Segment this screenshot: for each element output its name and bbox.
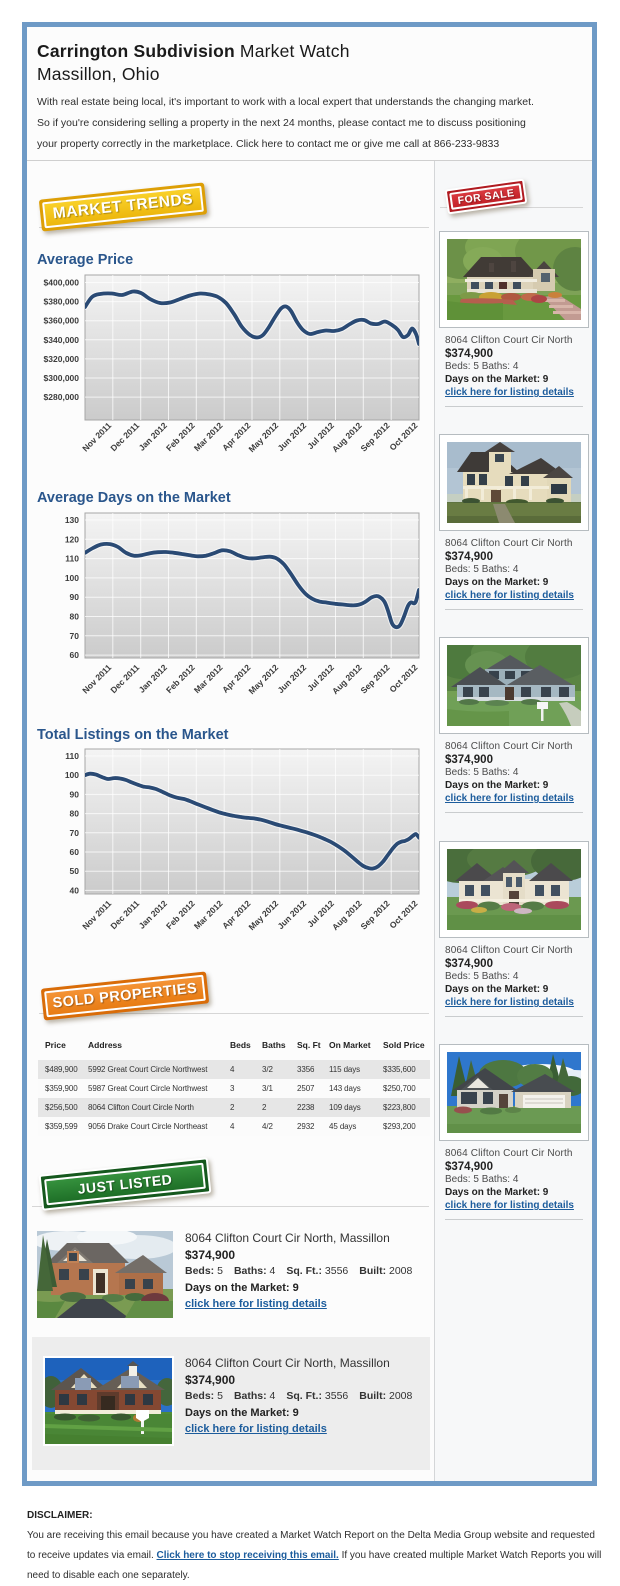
svg-text:Jan 2012: Jan 2012	[137, 898, 170, 931]
svg-text:Mar 2012: Mar 2012	[192, 662, 225, 695]
svg-text:Mar 2012: Mar 2012	[192, 898, 225, 931]
svg-text:Jan 2012: Jan 2012	[137, 420, 170, 453]
svg-text:$280,000: $280,000	[44, 392, 80, 402]
svg-text:Dec 2011: Dec 2011	[108, 420, 141, 453]
svg-text:Sep 2012: Sep 2012	[358, 420, 391, 453]
svg-text:Dec 2011: Dec 2011	[108, 898, 141, 931]
svg-text:90: 90	[70, 789, 80, 799]
svg-text:Oct 2012: Oct 2012	[387, 662, 419, 694]
svg-text:Feb 2012: Feb 2012	[164, 898, 197, 931]
svg-text:Nov 2011: Nov 2011	[80, 898, 113, 931]
svg-text:60: 60	[70, 650, 80, 660]
svg-text:May 2012: May 2012	[247, 662, 281, 696]
svg-text:Sep 2012: Sep 2012	[358, 662, 391, 695]
svg-text:Jun 2012: Jun 2012	[275, 898, 308, 931]
svg-text:$360,000: $360,000	[44, 316, 80, 326]
svg-text:Feb 2012: Feb 2012	[164, 662, 197, 695]
svg-text:Feb 2012: Feb 2012	[164, 420, 197, 453]
svg-text:Dec 2011: Dec 2011	[108, 662, 141, 695]
svg-text:Jun 2012: Jun 2012	[275, 420, 308, 453]
svg-text:$400,000: $400,000	[44, 278, 80, 288]
svg-text:80: 80	[70, 809, 80, 819]
svg-text:120: 120	[65, 534, 79, 544]
svg-text:Nov 2011: Nov 2011	[80, 420, 113, 453]
svg-text:May 2012: May 2012	[247, 898, 281, 932]
svg-text:130: 130	[65, 515, 79, 525]
svg-text:Jan 2012: Jan 2012	[137, 662, 170, 695]
svg-text:100: 100	[65, 573, 79, 583]
svg-text:Oct 2012: Oct 2012	[387, 898, 419, 930]
svg-text:$300,000: $300,000	[44, 373, 80, 383]
svg-text:$320,000: $320,000	[44, 354, 80, 364]
svg-text:Nov 2011: Nov 2011	[80, 662, 113, 695]
svg-text:May 2012: May 2012	[247, 420, 281, 454]
svg-text:50: 50	[70, 866, 80, 876]
svg-text:Oct 2012: Oct 2012	[387, 420, 419, 452]
svg-text:Mar 2012: Mar 2012	[192, 420, 225, 453]
svg-text:Aug 2012: Aug 2012	[330, 898, 364, 932]
svg-text:$340,000: $340,000	[44, 335, 80, 345]
svg-text:110: 110	[65, 751, 79, 761]
svg-text:$380,000: $380,000	[44, 297, 80, 307]
svg-text:110: 110	[65, 554, 79, 564]
svg-text:70: 70	[70, 631, 80, 641]
svg-text:40: 40	[70, 885, 80, 895]
svg-text:60: 60	[70, 847, 80, 857]
svg-text:Aug 2012: Aug 2012	[330, 662, 364, 696]
svg-text:Sep 2012: Sep 2012	[358, 898, 391, 931]
svg-text:Jun 2012: Jun 2012	[275, 662, 308, 695]
svg-text:Aug 2012: Aug 2012	[330, 420, 364, 454]
svg-text:70: 70	[70, 828, 80, 838]
svg-text:90: 90	[70, 592, 80, 602]
svg-text:100: 100	[65, 770, 79, 780]
svg-text:80: 80	[70, 612, 80, 622]
